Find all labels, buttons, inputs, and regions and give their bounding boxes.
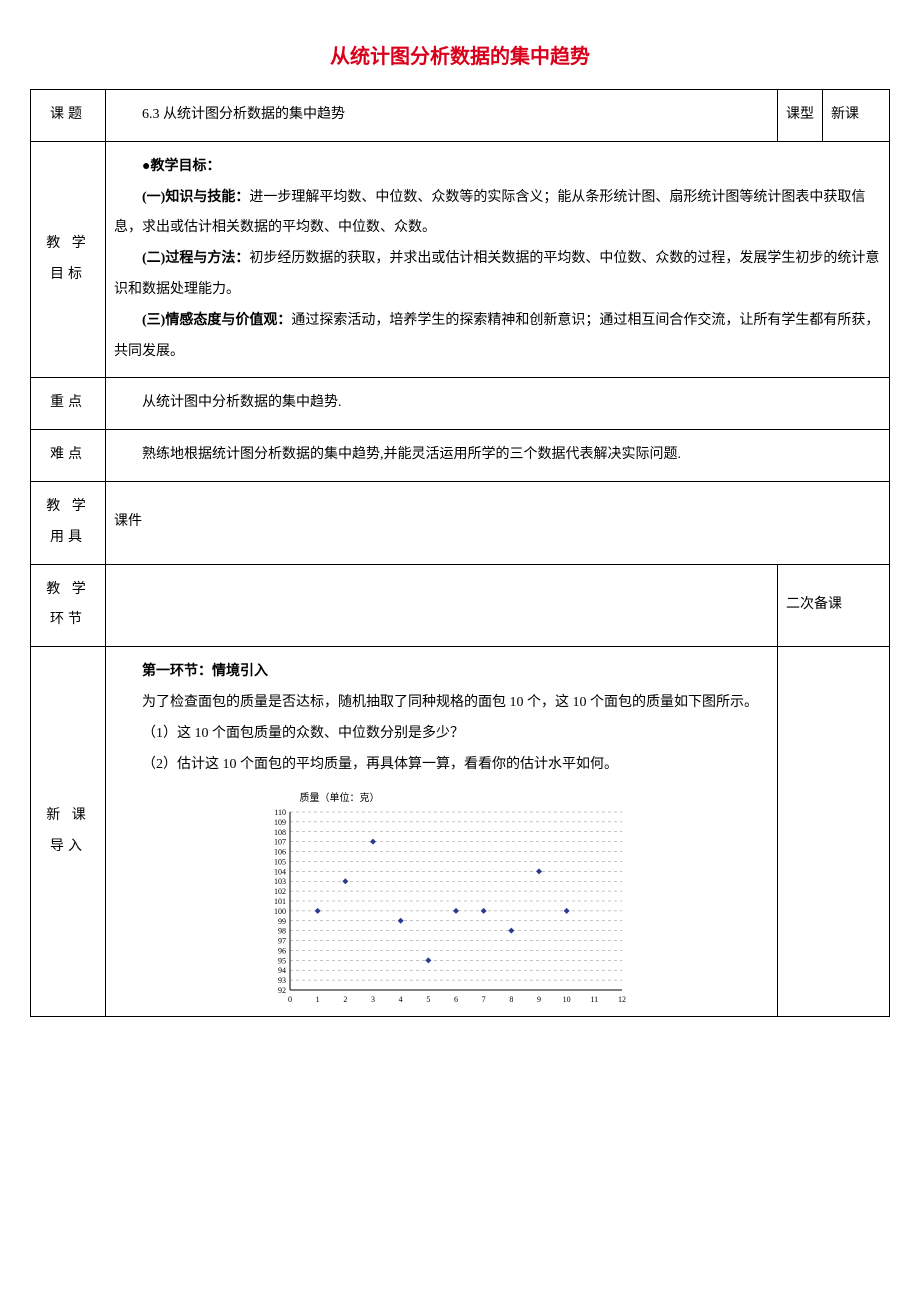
svg-text:5: 5	[426, 995, 430, 1004]
svg-text:92: 92	[278, 986, 286, 995]
goal-p1-label: (一)知识与技能：	[142, 190, 249, 205]
tool-label: 教 学用具	[31, 481, 106, 564]
goal-label: 教 学目标	[31, 141, 106, 378]
intro-right	[778, 647, 890, 1017]
svg-text:102: 102	[274, 887, 286, 896]
tool-content: 课件	[106, 481, 890, 564]
svg-text:101: 101	[274, 897, 286, 906]
goal-p1: (一)知识与技能：进一步理解平均数、中位数、众数等的实际含义；能从条形统计图、扇…	[114, 183, 881, 245]
intro-q1: （1）这 10 个面包质量的众数、中位数分别是多少？	[114, 719, 769, 750]
goal-p2-label: (二)过程与方法：	[142, 251, 249, 266]
intro-content: 第一环节：情境引入 为了检查面包的质量是否达标，随机抽取了同种规格的面包 10 …	[106, 647, 778, 1017]
topic-text: 6.3 从统计图分析数据的集中趋势	[114, 100, 769, 131]
row-topic: 课题 6.3 从统计图分析数据的集中趋势 课型 新课	[31, 90, 890, 142]
svg-text:103: 103	[274, 878, 286, 887]
svg-text:95: 95	[278, 957, 286, 966]
svg-text:6: 6	[454, 995, 458, 1004]
svg-text:9: 9	[537, 995, 541, 1004]
row-env: 教 学环节 二次备课	[31, 564, 890, 647]
diff-content: 熟练地根据统计图分析数据的集中趋势,并能灵活运用所学的三个数据代表解决实际问题.	[106, 430, 890, 482]
row-goal: 教 学目标 ●教学目标： (一)知识与技能：进一步理解平均数、中位数、众数等的实…	[31, 141, 890, 378]
svg-text:8: 8	[509, 995, 513, 1004]
intro-heading: 第一环节：情境引入	[114, 657, 769, 688]
topic-content: 6.3 从统计图分析数据的集中趋势	[106, 90, 778, 142]
env-right: 二次备课	[778, 564, 890, 647]
svg-text:109: 109	[274, 818, 286, 827]
svg-text:98: 98	[278, 927, 286, 936]
goal-p2: (二)过程与方法：初步经历数据的获取，并求出或估计相关数据的平均数、中位数、众数…	[114, 244, 881, 306]
row-tool: 教 学用具 课件	[31, 481, 890, 564]
goal-p3-label: (三)情感态度与价值观：	[142, 313, 291, 328]
svg-text:99: 99	[278, 917, 286, 926]
diff-label: 难点	[31, 430, 106, 482]
svg-text:12: 12	[618, 995, 626, 1004]
svg-text:11: 11	[590, 995, 598, 1004]
svg-text:94: 94	[278, 967, 286, 976]
svg-text:96: 96	[278, 947, 286, 956]
svg-text:7: 7	[481, 995, 485, 1004]
type-value: 新课	[823, 90, 890, 142]
row-diff: 难点 熟练地根据统计图分析数据的集中趋势,并能灵活运用所学的三个数据代表解决实际…	[31, 430, 890, 482]
row-intro: 新 课导入 第一环节：情境引入 为了检查面包的质量是否达标，随机抽取了同种规格的…	[31, 647, 890, 1017]
lesson-table: 课题 6.3 从统计图分析数据的集中趋势 课型 新课 教 学目标 ●教学目标： …	[30, 89, 890, 1017]
svg-text:107: 107	[274, 838, 286, 847]
scatter-chart: 9293949596979899100101102103104105106107…	[252, 806, 632, 1006]
intro-p1: 为了检查面包的质量是否达标，随机抽取了同种规格的面包 10 个，这 10 个面包…	[114, 688, 769, 719]
goal-content: ●教学目标： (一)知识与技能：进一步理解平均数、中位数、众数等的实际含义；能从…	[106, 141, 890, 378]
svg-text:110: 110	[274, 808, 286, 817]
intro-q2: （2）估计这 10 个面包的平均质量，再具体算一算，看看你的估计水平如何。	[114, 750, 769, 781]
chart-wrap: 质量（单位：克） 9293949596979899100101102103104…	[252, 788, 632, 1006]
svg-text:105: 105	[274, 858, 286, 867]
svg-text:10: 10	[562, 995, 570, 1004]
svg-text:106: 106	[274, 848, 286, 857]
intro-label: 新 课导入	[31, 647, 106, 1017]
svg-text:4: 4	[398, 995, 402, 1004]
svg-text:1: 1	[315, 995, 319, 1004]
svg-text:97: 97	[278, 937, 286, 946]
key-content: 从统计图中分析数据的集中趋势.	[106, 378, 890, 430]
env-label: 教 学环节	[31, 564, 106, 647]
topic-label: 课题	[31, 90, 106, 142]
key-label: 重点	[31, 378, 106, 430]
type-label: 课型	[778, 90, 823, 142]
svg-text:2: 2	[343, 995, 347, 1004]
svg-text:0: 0	[288, 995, 292, 1004]
svg-text:3: 3	[371, 995, 375, 1004]
svg-text:108: 108	[274, 828, 286, 837]
svg-text:93: 93	[278, 976, 286, 985]
diff-text: 熟练地根据统计图分析数据的集中趋势,并能灵活运用所学的三个数据代表解决实际问题.	[114, 440, 881, 471]
key-text: 从统计图中分析数据的集中趋势.	[114, 388, 881, 419]
page-title: 从统计图分析数据的集中趋势	[30, 40, 890, 69]
svg-text:100: 100	[274, 907, 286, 916]
svg-text:104: 104	[274, 868, 286, 877]
goal-heading: ●教学目标：	[114, 152, 881, 183]
row-key: 重点 从统计图中分析数据的集中趋势.	[31, 378, 890, 430]
goal-p3: (三)情感态度与价值观：通过探索活动，培养学生的探索精神和创新意识；通过相互间合…	[114, 306, 881, 368]
env-content	[106, 564, 778, 647]
